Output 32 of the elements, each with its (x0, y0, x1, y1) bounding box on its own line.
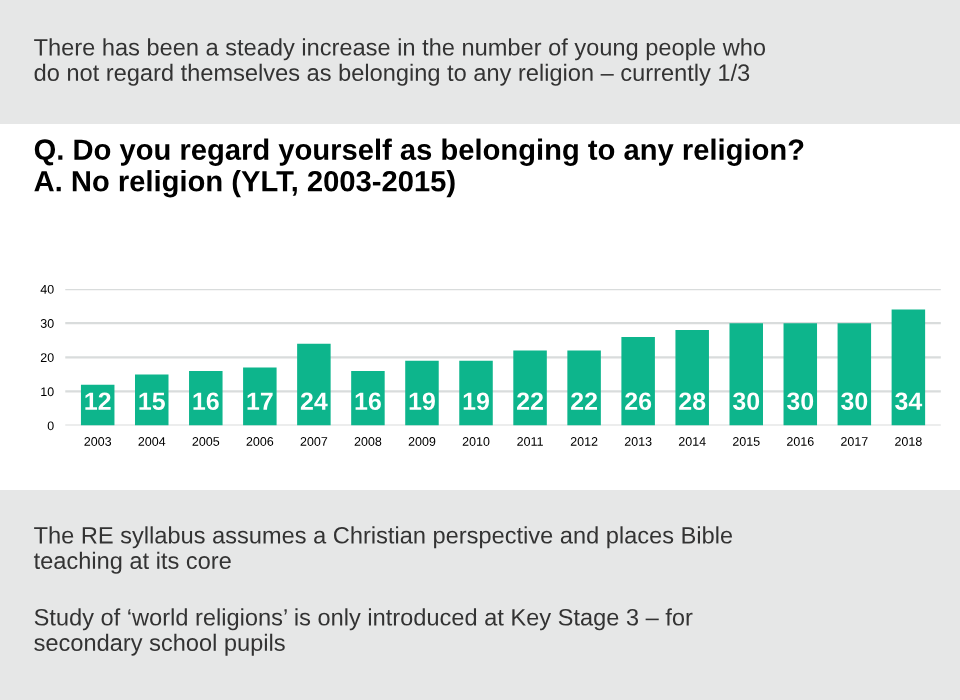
bar (675, 330, 709, 426)
data-label: 34 (895, 392, 923, 411)
bar (837, 323, 872, 426)
bar (621, 336, 655, 426)
data-label: 22 (571, 392, 598, 410)
bar (459, 360, 493, 426)
data-label: 28 (679, 392, 706, 411)
data-label: 30 (732, 392, 760, 411)
bar (891, 309, 926, 426)
text: There has been a steady increase in the number of young people who do not regard themselves as belonging to any religion – currently 1/3 (34, 38, 766, 86)
bar (405, 360, 439, 426)
text: Study of ‘world religions’ is only introduced at Key Stage 3 – for secondary school pupils (34, 608, 693, 656)
data-label: 19 (463, 392, 489, 411)
data-label: 30 (841, 392, 868, 411)
data-label: 16 (193, 392, 219, 411)
data-label: 19 (409, 392, 435, 411)
data-label: 26 (625, 392, 652, 411)
chart-title: Q. Do you regard yourself as belonging to any religion? A. No religion (YLT, 2003-2015) (34, 138, 804, 198)
data-label: 24 (300, 392, 328, 410)
data-label: 16 (355, 392, 381, 411)
data-label: 22 (517, 392, 543, 410)
text: The RE syllabus assumes a Christian perspective and places Bible teaching at its core (33, 526, 733, 574)
bar (513, 350, 547, 426)
data-label: 12 (85, 392, 111, 410)
bar (729, 323, 763, 426)
bar (297, 343, 331, 426)
bar (243, 367, 277, 426)
bar (783, 323, 818, 426)
data-label: 17 (247, 392, 273, 410)
data-label: 15 (139, 392, 165, 411)
bar (567, 350, 601, 426)
data-label: 30 (786, 392, 814, 411)
